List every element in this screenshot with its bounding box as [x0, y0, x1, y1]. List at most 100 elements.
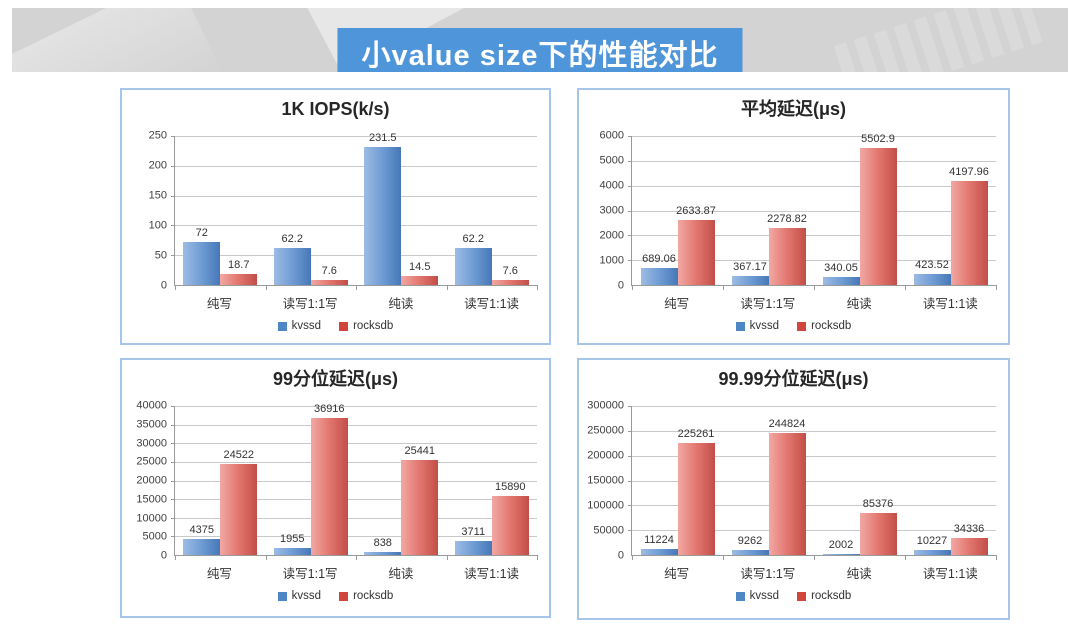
bar-value-label: 14.5	[409, 261, 431, 274]
bar-groups: 689.06 2633.87 367.17 2278.82 340.05 5502.9 42…	[632, 134, 996, 285]
bar-value-label: 2002	[828, 539, 854, 552]
bar-kvssd: 3711	[454, 527, 492, 555]
bar-group: 62.2 7.6	[447, 136, 538, 285]
y-axis-tick-labels: 250 200 150 100 50 0	[126, 130, 174, 291]
bar-kvssd: 231.5	[364, 133, 402, 285]
gridline	[628, 160, 996, 162]
bar-value-label: 24522	[223, 448, 255, 461]
x-axis-tick	[446, 555, 448, 560]
x-category-label: 纯读	[388, 567, 414, 581]
y-tick-label: 30000	[136, 437, 167, 449]
gridline	[171, 536, 537, 538]
bar-rocksdb: 14.5	[401, 262, 439, 285]
y-tick-label: 35000	[136, 418, 167, 431]
x-category-label: 纯写	[206, 297, 232, 311]
legend-item-rocksdb: rocksdb	[797, 590, 851, 602]
legend-swatch-rocksdb	[797, 591, 807, 601]
bar-kvssd: 72	[183, 228, 221, 285]
bar-group: 689.06 2633.87	[632, 136, 723, 285]
legend-label: rocksdb	[811, 320, 852, 332]
bar-rocksdb: 2633.87	[676, 205, 716, 285]
bar-group: 3711 15890	[447, 406, 538, 555]
chart-title: 1K IOPS(k/s)	[281, 99, 390, 119]
legend-item-rocksdb: rocksdb	[339, 590, 393, 602]
legend-label: kvssd	[749, 590, 780, 602]
y-tick-label: 0	[617, 549, 624, 562]
gridline	[628, 260, 996, 262]
legend-label: kvssd	[749, 320, 780, 332]
chart-panel-p9999-latency: 99.99分位延迟(μs) 300000 250000 200000 150000 10…	[577, 358, 1010, 620]
bar-value-label: 18.7	[228, 258, 250, 271]
bar-kvssd: 62.2	[273, 233, 311, 285]
gridline	[171, 225, 537, 227]
plot-grid: 4375 24522 1955 36916 838 25441 3711 15890	[171, 403, 538, 560]
bar-value-label: 838	[373, 536, 392, 549]
header-banner: 小value size下的性能对比	[12, 8, 1068, 72]
bar-value-label: 1955	[280, 532, 305, 545]
plot-area: 250 200 150 100 50 0 72 18.7 62.2 7.6 231.5 14.5 62.…	[126, 130, 538, 291]
x-axis-labels: 纯写 读写1:1写 纯读 读写1:1读	[583, 563, 996, 582]
bar-group: 231.5 14.5	[356, 133, 447, 285]
x-category-label: 读写1:1读	[464, 567, 520, 581]
plot-grid: 689.06 2633.87 367.17 2278.82 340.05 5502.9 42…	[628, 134, 997, 290]
bar-kvssd: 340.05	[822, 262, 860, 285]
bar-group: 367.17 2278.82	[723, 136, 814, 285]
y-tick-label: 150000	[587, 474, 624, 487]
bar-value-label: 4197.96	[949, 165, 989, 178]
bar-value-label: 62.2	[462, 232, 484, 245]
bar-kvssd: 1955	[273, 533, 311, 555]
x-axis-tick	[175, 285, 176, 290]
x-category-label: 读写1:1写	[740, 297, 796, 311]
x-axis-tick	[446, 285, 448, 290]
bar-value-label: 85376	[862, 497, 894, 510]
bar-kvssd: 689.06	[640, 253, 678, 285]
bar-group: 62.2 7.6	[266, 136, 357, 285]
gridline	[628, 406, 996, 407]
bar-rocksdb: 4197.96	[949, 166, 989, 285]
x-axis-tick	[905, 285, 906, 290]
y-tick-label: 40000	[136, 399, 167, 412]
chart-title: 99分位延迟(μs)	[272, 369, 399, 389]
bar-rocksdb: 85376	[859, 498, 897, 555]
y-tick-label: 6000	[599, 129, 624, 142]
legend-swatch-kvssd	[735, 591, 745, 601]
bar-value-label: 25441	[404, 445, 436, 458]
plot-area: 40000 35000 30000 25000 20000 15000 10000 5000 0…	[126, 400, 538, 561]
y-tick-label: 100000	[587, 499, 624, 512]
x-axis-spacer	[126, 293, 174, 312]
bar-rocksdb: 7.6	[491, 266, 529, 285]
bar-kvssd: 10227	[913, 535, 951, 555]
bar-value-label: 7.6	[321, 265, 337, 278]
y-tick-label: 3000	[599, 204, 624, 217]
bar-rocksdb: 225261	[677, 429, 715, 555]
y-tick-label: 25000	[136, 455, 167, 468]
bar-value-label: 3711	[461, 526, 486, 539]
bar-group: 340.05 5502.9	[814, 134, 905, 285]
legend: kvssd rocksdb	[122, 320, 549, 332]
gridline	[628, 455, 996, 457]
bar-groups: 72 18.7 62.2 7.6 231.5 14.5 62.2 7.6	[175, 133, 538, 285]
bar-value-label: 4375	[189, 523, 214, 536]
bar-kvssd: 9262	[731, 536, 769, 555]
bar-group: 838 25441	[356, 406, 447, 555]
x-axis-tick	[537, 285, 538, 290]
x-category-label: 读写1:1读	[922, 297, 978, 311]
bar-value-label: 423.52	[915, 259, 949, 272]
y-tick-label: 150	[148, 189, 167, 202]
x-axis-spacer	[126, 563, 174, 582]
legend-label: kvssd	[291, 320, 322, 332]
y-tick-label: 100	[148, 219, 167, 232]
legend-item-kvssd: kvssd	[277, 320, 322, 332]
bar-group: 72 18.7	[175, 136, 266, 285]
bar-groups: 4375 24522 1955 36916 838 25441 3711 15890	[175, 403, 538, 555]
bar-value-label: 10227	[916, 534, 948, 547]
gridline	[171, 165, 537, 167]
x-axis-tick	[265, 555, 267, 560]
x-axis-tick	[814, 285, 815, 290]
bar-value-label: 11224	[644, 534, 674, 547]
plot-grid: 72 18.7 62.2 7.6 231.5 14.5 62.2 7.6	[171, 133, 538, 290]
x-axis-tick	[356, 285, 357, 290]
legend: kvssd rocksdb	[579, 590, 1008, 602]
x-axis-labels: 纯写 读写1:1写 纯读 读写1:1读	[583, 293, 996, 312]
x-category-label: 读写1:1读	[922, 567, 978, 581]
